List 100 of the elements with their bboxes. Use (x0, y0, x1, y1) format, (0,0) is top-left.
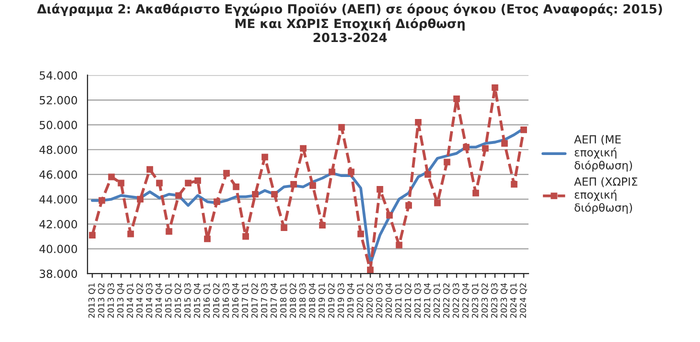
x-tick-label: 2020 Q2 (366, 283, 374, 318)
x-tick-label: 2022 Q1 (434, 283, 441, 318)
point (156, 180, 163, 186)
point (367, 266, 374, 274)
point (328, 168, 336, 176)
y-tick-label: 38.000 (40, 270, 78, 278)
x-tick-label: 2024 Q2 (520, 283, 528, 318)
y-tick-label: 50.000 (40, 120, 78, 130)
point (501, 140, 508, 147)
point (405, 202, 412, 209)
x-tick-label: 2021 Q3 (414, 283, 422, 318)
x-tick-label: 2016 Q2 (213, 283, 220, 318)
x-tick-label: 2015 Q2 (174, 283, 182, 318)
point (290, 181, 297, 188)
x-tick-label: 2017 Q4 (270, 283, 278, 318)
x-tick-label: 2024 Q1 (510, 283, 518, 318)
x-tick-label: 2013 Q4 (117, 283, 124, 318)
point (453, 95, 460, 102)
point (444, 158, 450, 166)
x-tick-label: 2019 Q3 (338, 283, 345, 318)
point (376, 186, 384, 193)
x-tick-label: 2014 Q2 (136, 283, 144, 318)
x-tick-label: 2017 Q2 (251, 283, 259, 318)
point (108, 174, 115, 180)
point (309, 182, 316, 189)
legend-label: ΑΕΠ (ΧΩΡΙΣ εποχική διόρθωση) (574, 177, 638, 214)
point (396, 242, 402, 248)
point (462, 144, 470, 150)
y-tick-label: 54.000 (40, 71, 78, 80)
x-tick-label: 2022 Q2 (443, 283, 450, 318)
y-tick-label: 42.000 (39, 220, 78, 228)
point (232, 184, 240, 190)
x-tick-label: 2015 Q1 (165, 283, 172, 318)
point (136, 196, 144, 203)
x-tick-label: 2017 Q1 (242, 283, 250, 318)
point (262, 154, 268, 160)
legend-label: ΑΕΠ (ΜΕ εποχική διόρθωση) (574, 134, 632, 172)
y-tick-label: 46.000 (39, 170, 78, 179)
x-tick-label: 2015 Q3 (184, 283, 192, 318)
x-tick-label: 2018 Q1 (280, 283, 288, 318)
x-tick-label: 2021 Q1 (395, 283, 402, 318)
x-tick-label: 2014 Q1 (126, 283, 134, 318)
y-tick-label: 44.000 (39, 195, 78, 204)
x-tick-label: 2020 Q4 (386, 283, 393, 318)
x-tick-label: 2018 Q2 (290, 283, 297, 318)
x-tick-label: 2018 Q4 (308, 283, 316, 318)
point (175, 192, 182, 199)
x-tick-label: 2013 Q1 (88, 283, 96, 318)
point (118, 180, 124, 186)
x-tick-label: 2023 Q2 (481, 283, 489, 318)
point (319, 222, 326, 229)
x-tick-label: 2019 Q4 (347, 283, 355, 318)
x-tick-label: 2021 Q2 (404, 283, 412, 318)
point (194, 177, 202, 184)
point (338, 124, 345, 131)
x-tick-label: 2023 Q1 (472, 283, 480, 318)
chart-title: Διάγραμμα 2: Ακαθάριστο Εγχώριο Προϊόν (ΑΕΠ) σε όρους όγκου (Ετος Αναφοράς: 2015) ΜΕ και ΧΩΡΙΣ Εποχική Διόρθωση 2013-2024 (37, 3, 662, 42)
x-tick-label: 2015 Q4 (194, 283, 202, 318)
x-tick-label: 2023 Q4 (500, 283, 508, 318)
point (146, 166, 154, 173)
point (242, 233, 249, 240)
point (88, 232, 96, 238)
x-tick-label: 2021 Q4 (424, 283, 432, 318)
x-tick-label: 2013 Q2 (98, 283, 106, 318)
point (98, 197, 106, 204)
point (271, 190, 278, 198)
point (214, 198, 220, 205)
point (348, 168, 354, 176)
y-tick-label: 52.000 (40, 96, 78, 104)
x-tick-label: 2016 Q4 (232, 283, 240, 318)
point (166, 228, 172, 235)
x-tick-label: 2019 Q1 (318, 283, 326, 318)
point (204, 236, 211, 242)
x-tick-label: 2013 Q3 (108, 283, 115, 318)
point (252, 190, 259, 198)
x-tick-label: 2017 Q3 (260, 283, 268, 318)
point (127, 230, 134, 238)
x-tick-label: 2016 Q1 (203, 283, 211, 318)
x-tick-label: 2020 Q3 (376, 283, 384, 318)
x-tick-label: 2023 Q3 (491, 283, 498, 318)
point (280, 224, 288, 232)
point (424, 171, 432, 178)
point (520, 126, 528, 134)
x-tick-label: 2016 Q3 (222, 283, 230, 318)
x-tick-label: 2022 Q3 (452, 283, 460, 318)
x-tick-label: 2022 Q4 (462, 283, 470, 318)
point (357, 230, 364, 238)
point (482, 145, 489, 152)
x-tick-label: 2019 Q2 (328, 283, 336, 318)
point (414, 119, 422, 126)
point (434, 200, 441, 206)
y-tick-label: 40.000 (39, 244, 78, 254)
point (510, 181, 518, 188)
point (300, 145, 307, 152)
x-tick-label: 2018 Q3 (299, 283, 307, 318)
x-tick-label: 2014 Q3 (146, 283, 154, 318)
point (184, 180, 192, 186)
x-tick-label: 2020 Q1 (356, 283, 364, 318)
x-tick-label: 2014 Q4 (156, 283, 163, 318)
point (386, 212, 393, 219)
